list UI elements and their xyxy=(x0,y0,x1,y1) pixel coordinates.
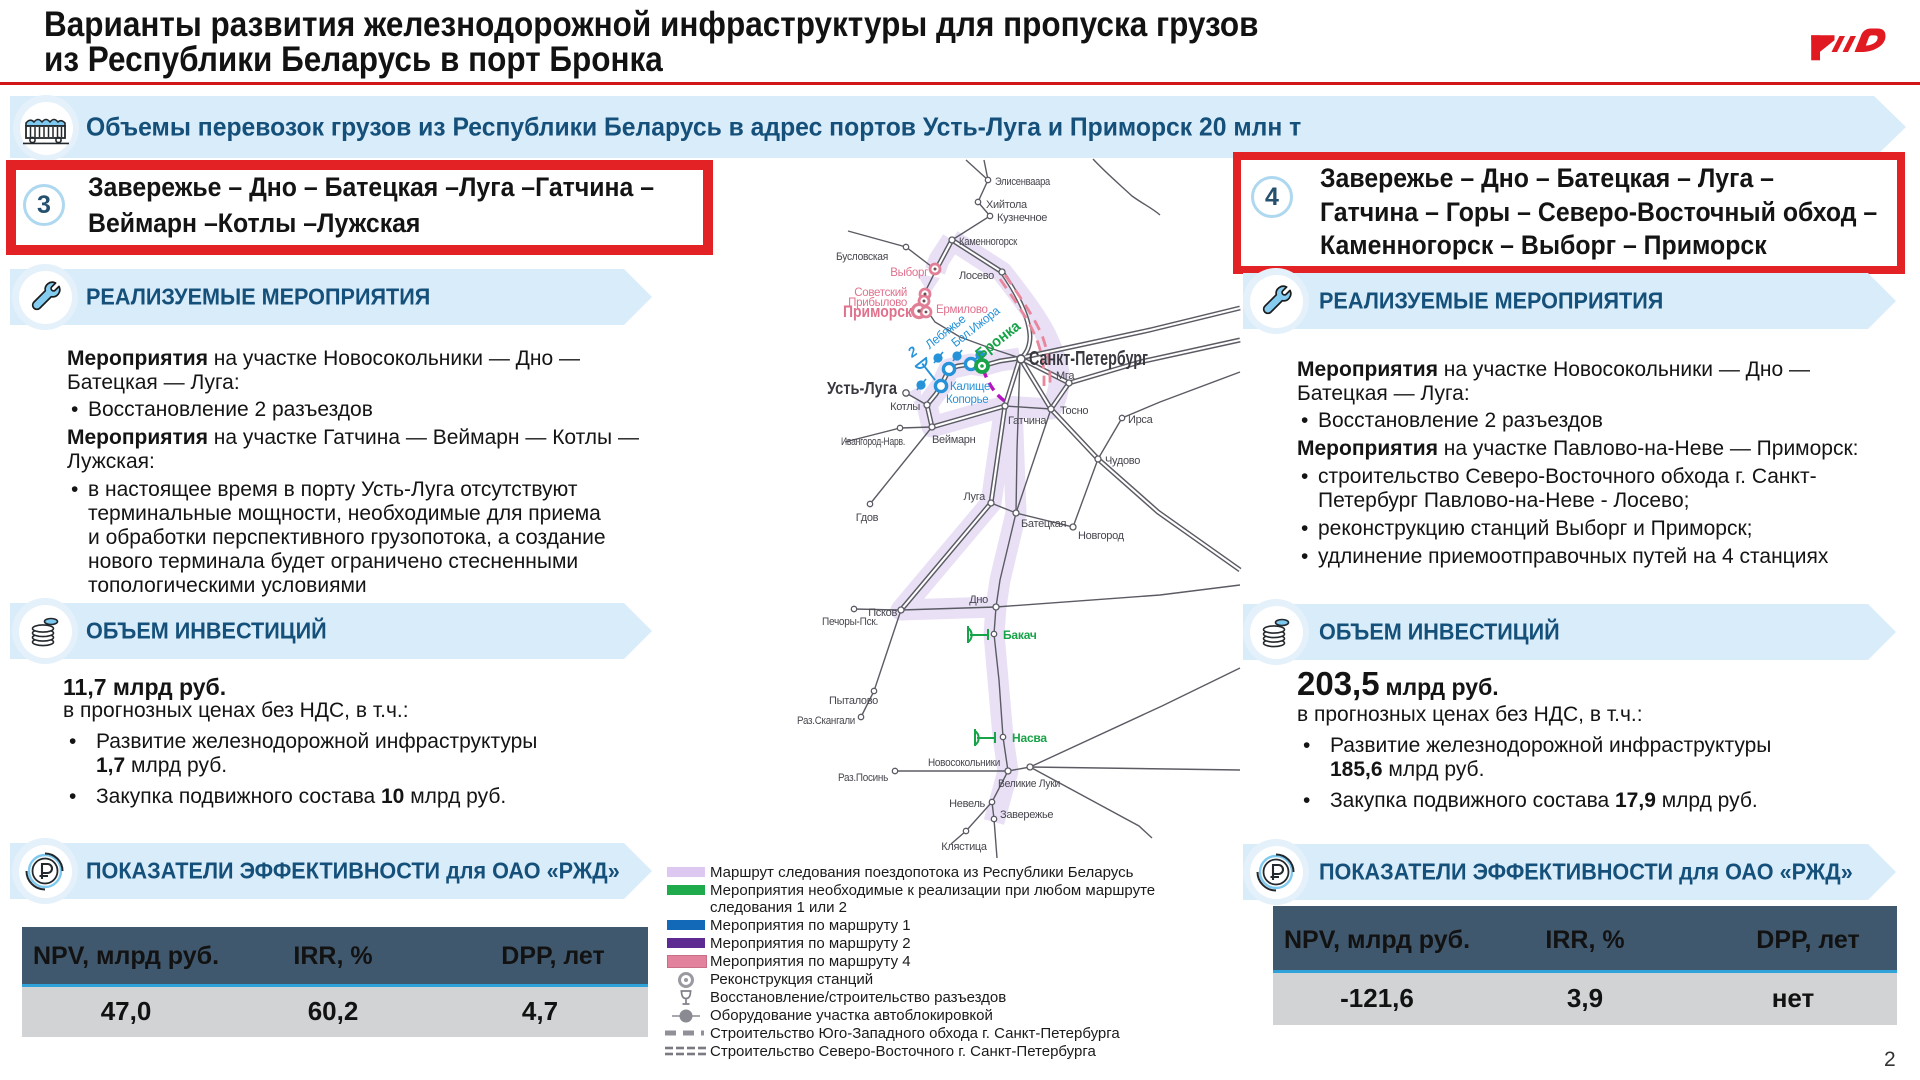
svg-text:Веймарн: Веймарн xyxy=(932,434,976,446)
svg-text:Раз.Скангали: Раз.Скангали xyxy=(797,715,855,727)
svg-text:Насва: Насва xyxy=(1012,731,1047,745)
svg-text:Бакач: Бакач xyxy=(1003,628,1037,642)
svg-text:Хийтола: Хийтола xyxy=(986,199,1028,211)
svg-text:Выборг: Выборг xyxy=(890,267,928,279)
svg-text:Гатчина: Гатчина xyxy=(1008,415,1047,427)
svg-text:Бусловская: Бусловская xyxy=(836,251,888,263)
svg-text:Ирса: Ирса xyxy=(1128,414,1154,426)
svg-text:Невель: Невель xyxy=(949,798,985,810)
svg-text:Раз.Посинь: Раз.Посинь xyxy=(838,772,889,784)
svg-text:Клястица: Клястица xyxy=(941,841,988,853)
svg-text:Котлы: Котлы xyxy=(890,401,920,413)
svg-text:Приморск: Приморск xyxy=(843,303,913,321)
svg-text:Копорье: Копорье xyxy=(946,394,988,406)
svg-text:Ермилово: Ермилово xyxy=(936,304,988,316)
svg-text:Батецкая: Батецкая xyxy=(1021,518,1066,530)
svg-text:Советский: Советский xyxy=(854,287,907,299)
svg-text:Каменногорск: Каменногорск xyxy=(959,236,1017,248)
svg-text:Пыталово: Пыталово xyxy=(829,695,878,707)
svg-text:Луга: Луга xyxy=(963,491,986,503)
svg-text:Кузнечное: Кузнечное xyxy=(997,212,1047,224)
svg-text:Чудово: Чудово xyxy=(1105,455,1140,467)
svg-text:Санкт-Петербург: Санкт-Петербург xyxy=(1029,348,1148,370)
svg-text:Завережье: Завережье xyxy=(1000,809,1053,821)
svg-text:Печоры-Пск.: Печоры-Пск. xyxy=(822,616,878,628)
svg-text:2: 2 xyxy=(904,343,921,361)
svg-text:Тосно: Тосно xyxy=(1060,405,1088,417)
svg-text:Ивангород-Нарв.: Ивангород-Нарв. xyxy=(841,436,905,448)
svg-text:Усть-Луга: Усть-Луга xyxy=(827,378,897,398)
svg-text:Лосево: Лосево xyxy=(959,270,994,282)
svg-text:Прибылово: Прибылово xyxy=(848,297,907,309)
svg-text:Гдов: Гдов xyxy=(856,512,879,524)
svg-text:Дно: Дно xyxy=(969,594,988,606)
svg-text:Псков: Псков xyxy=(868,607,897,619)
svg-text:Калище: Калище xyxy=(950,381,990,393)
svg-text:Новосокольники: Новосокольники xyxy=(928,757,1000,769)
svg-text:Великие Луки: Великие Луки xyxy=(998,778,1060,790)
svg-text:Мга: Мга xyxy=(1056,370,1075,382)
svg-text:Новгород: Новгород xyxy=(1078,530,1125,542)
svg-text:Элисенваара: Элисенваара xyxy=(995,176,1051,188)
